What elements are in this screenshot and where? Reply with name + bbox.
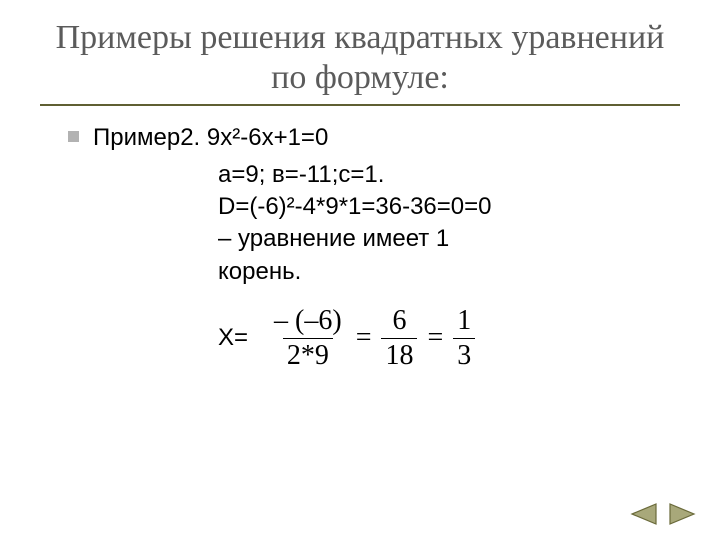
discriminant-line: D=(-6)²-4*9*1=36-36=0=0 – уравнение имее… bbox=[68, 191, 508, 288]
frac2-numerator: 6 bbox=[388, 306, 410, 337]
coefficients-line: а=9; в=-11;с=1. bbox=[68, 159, 680, 191]
example-equation: Пример2. 9х²-6х+1=0 bbox=[93, 122, 328, 154]
frac2-denominator: 18 bbox=[381, 338, 417, 370]
frac1-numerator: – (–6) bbox=[270, 306, 346, 337]
title-underline bbox=[40, 104, 680, 106]
triangle-right-icon bbox=[668, 502, 698, 526]
equals-2: = bbox=[417, 322, 453, 354]
nav-controls bbox=[628, 502, 698, 526]
bullet-line-1: Пример2. 9х²-6х+1=0 bbox=[68, 122, 680, 154]
fraction-3: 1 3 bbox=[453, 306, 475, 370]
frac1-denominator: 2*9 bbox=[283, 338, 333, 370]
x-equals-label: X= bbox=[218, 324, 248, 352]
slide-title: Примеры решения квадратных уравнений по … bbox=[40, 18, 680, 98]
equals-1: = bbox=[346, 322, 382, 354]
fraction-1: – (–6) 2*9 bbox=[270, 306, 346, 370]
prev-button[interactable] bbox=[628, 502, 658, 526]
root-formula: X= – (–6) 2*9 = 6 18 = 1 3 bbox=[68, 306, 680, 370]
square-bullet-icon bbox=[68, 131, 79, 142]
triangle-left-icon bbox=[628, 502, 658, 526]
frac3-denominator: 3 bbox=[453, 338, 475, 370]
frac3-numerator: 1 bbox=[453, 306, 475, 337]
slide: Примеры решения квадратных уравнений по … bbox=[0, 0, 720, 540]
next-button[interactable] bbox=[668, 502, 698, 526]
content-area: Пример2. 9х²-6х+1=0 а=9; в=-11;с=1. D=(-… bbox=[40, 122, 680, 370]
fraction-expression: – (–6) 2*9 = 6 18 = 1 3 bbox=[270, 306, 475, 370]
fraction-2: 6 18 bbox=[381, 306, 417, 370]
